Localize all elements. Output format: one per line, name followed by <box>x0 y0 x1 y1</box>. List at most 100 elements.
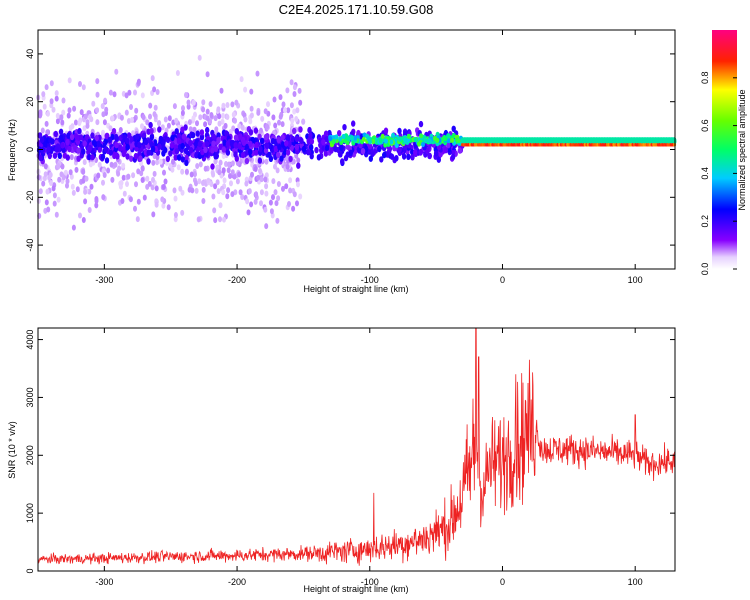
spectrogram-cell <box>130 117 134 123</box>
spectrogram-cell <box>197 54 202 61</box>
spectrogram-cell <box>271 178 276 185</box>
spectrogram-cell <box>384 138 388 144</box>
spectrogram-cell <box>150 184 155 191</box>
spectrogram-cell <box>188 147 194 154</box>
spectrogram-cell <box>248 129 254 136</box>
spectrogram-cell <box>57 176 62 183</box>
spectrogram-cell <box>238 133 243 140</box>
spectrogram-cell <box>258 145 263 153</box>
spectrogram-cell <box>152 86 157 93</box>
spectrogram-cell <box>340 158 345 165</box>
spectrogram-cell <box>274 200 279 207</box>
spectrogram-cell <box>298 193 303 200</box>
spectrogram-cell <box>360 148 366 155</box>
spectrogram-cell <box>141 132 147 139</box>
spectrogram-cell <box>268 199 273 206</box>
spectrogram-cell <box>371 139 376 145</box>
spectrogram-cell <box>279 155 284 162</box>
spectrogram-cell <box>56 162 60 169</box>
spectrogram-cell <box>40 127 45 134</box>
spectrogram-cell <box>294 144 300 151</box>
spectrogram-cell <box>91 100 96 107</box>
spectrogram-cell <box>125 181 129 187</box>
spectrogram-cell <box>61 109 66 116</box>
spectrogram-cell <box>59 114 64 121</box>
spectrogram-cell <box>238 189 243 196</box>
spectrogram-cell <box>140 92 145 99</box>
snr-panel: -300 -200 -100 0 100 0 1000 2000 3000 4000 Heigh… <box>7 327 676 594</box>
spectrogram-cell <box>180 209 185 216</box>
spectrogram-cell <box>67 107 72 114</box>
spectrogram-cell <box>141 114 146 121</box>
spectrogram-cell <box>283 107 287 114</box>
spectrogram-cell <box>253 166 258 172</box>
spectrogram-cell <box>263 176 268 183</box>
spectrogram-cell <box>418 149 423 156</box>
spectrogram-cell <box>46 110 50 117</box>
spectrogram-cell <box>48 137 53 144</box>
spectrogram-cell <box>397 146 402 153</box>
spectrogram-cell <box>211 171 216 178</box>
spectrogram-cell <box>345 139 350 146</box>
spectrogram-cell <box>197 178 202 185</box>
spectrogram-cell <box>95 119 100 126</box>
spectrogram-cell <box>96 140 102 148</box>
spectrogram-cell <box>166 204 171 211</box>
spectrogram-cell <box>284 183 289 190</box>
spectrogram-cell <box>136 78 141 85</box>
snr-frame <box>37 327 676 572</box>
snr-y-axis: 0 1000 2000 3000 4000 <box>25 330 675 574</box>
spectrogram-cell <box>331 139 336 145</box>
spectrogram-cell <box>224 130 229 137</box>
spectrogram-cell <box>136 198 141 205</box>
spectrogram-cell <box>365 133 370 139</box>
spectrogram-cell <box>174 128 179 135</box>
spectrogram-cell <box>292 108 297 115</box>
spectrogram-cell <box>112 91 117 98</box>
spectrogram-cell <box>66 132 71 139</box>
spectrogram-cell <box>81 84 86 91</box>
spectrogram-cell <box>175 70 180 76</box>
spectrogram-cell <box>297 87 302 94</box>
spectrogram-cell <box>278 113 283 120</box>
spectrogram-cell <box>55 118 60 125</box>
spectrogram-cell <box>287 201 291 207</box>
spectrogram-cell <box>131 172 136 179</box>
spectrogram-cell <box>314 146 319 154</box>
spectrogram-cell <box>216 132 221 139</box>
spectrogram-cell <box>259 189 264 196</box>
spectrogram-cell <box>287 140 292 148</box>
spectrogram-cell <box>266 101 270 108</box>
spectrogram-cell <box>41 180 46 187</box>
spectrogram-cell <box>87 146 92 153</box>
spectrogram-cell <box>78 134 84 141</box>
spectrogram-cell <box>288 177 293 184</box>
spectrogram-cell <box>248 148 253 156</box>
spectrogram-cell <box>83 188 88 195</box>
spectrogram-cell <box>290 117 295 124</box>
spectrogram-cell <box>103 146 109 153</box>
spectrogram-cell <box>410 154 415 161</box>
spectrogram-cell <box>125 144 130 151</box>
spectrogram-cell <box>286 107 291 114</box>
spectrogram-cell <box>154 185 159 192</box>
spectrogram-cell <box>457 147 463 154</box>
spectrogram-cell <box>101 132 106 139</box>
spectrogram-cell <box>378 137 383 144</box>
spectrogram-cell <box>230 160 235 167</box>
spectrogram-cell <box>137 142 142 149</box>
spectrogram-cell <box>160 124 165 131</box>
spectrogram-cell <box>81 148 86 155</box>
spectrogram-cell <box>44 84 49 91</box>
spectrogram-cell <box>126 118 131 124</box>
colorbar: 0.0 0.2 0.4 0.6 0.8 Normalized spectral ampl… <box>700 30 747 275</box>
spectrogram-cell <box>112 152 117 160</box>
spectrogram-cell <box>121 174 126 181</box>
spectrogram-cell <box>94 134 99 142</box>
spectrogram-cell <box>65 139 70 146</box>
spectrogram-cell <box>149 127 154 135</box>
spectrogram-cell <box>166 122 171 129</box>
spectrogram-cell <box>198 161 203 168</box>
spectrogram-cell <box>456 138 461 144</box>
spectrogram-cell <box>342 124 347 131</box>
